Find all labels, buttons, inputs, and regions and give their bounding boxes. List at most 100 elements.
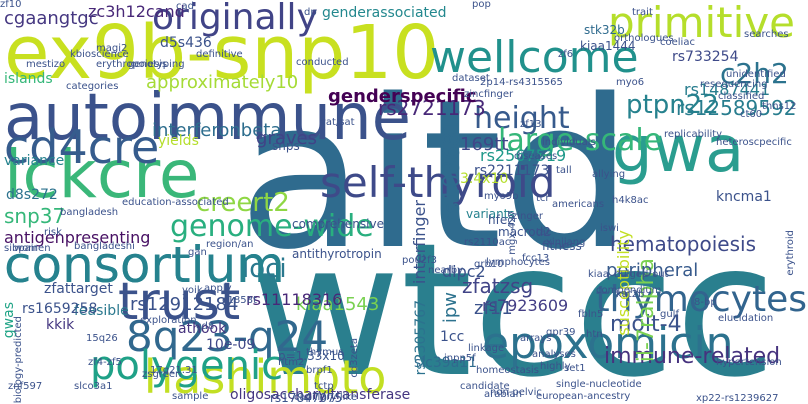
cloud-word: interfinger <box>410 200 429 285</box>
cloud-word: thymus <box>306 347 344 358</box>
cloud-word: single-nucleotide <box>556 379 642 390</box>
cloud-word: 8-bp <box>694 297 717 308</box>
cloud-word: conducted <box>296 57 349 68</box>
cloud-word: peripheral <box>606 260 699 281</box>
cloud-word: 15q26 <box>86 333 118 344</box>
cloud-word: zfattarget <box>44 281 113 297</box>
cloud-word: ct60 <box>740 109 763 120</box>
cloud-word: inpp5f <box>444 353 476 364</box>
cloud-word: zf4-zf5 <box>88 357 122 368</box>
cloud-word: nearby <box>428 265 463 276</box>
cloud-word: kiaa1543 <box>296 294 380 315</box>
cloud-word: dipc2 <box>442 262 486 281</box>
cloud-word: heteroscpecific <box>716 137 792 148</box>
cloud-word: rs17847075 <box>270 391 343 404</box>
cloud-word: susceptibility <box>614 230 633 336</box>
cloud-word: loci <box>242 254 287 284</box>
cloud-word: zinger <box>512 211 543 222</box>
cloud-word: 3.4x10 <box>460 171 509 187</box>
cloud-word: islands <box>4 71 53 87</box>
cloud-word: snps <box>272 139 300 153</box>
cloud-word: european-ancestry <box>536 391 631 402</box>
cloud-word: yields <box>158 133 199 149</box>
cloud-word: hfe2 <box>488 213 515 227</box>
cloud-word: region/an <box>206 239 254 250</box>
cloud-word: rs12589592 <box>676 96 797 120</box>
cloud-word: allying <box>592 169 626 180</box>
cloud-word: apply <box>204 283 232 294</box>
cloud-word: sample <box>172 391 209 402</box>
cloud-word: approximately10 <box>146 72 299 93</box>
cloud-word: oligosaccharyltransferase <box>230 387 411 403</box>
cloud-word: zf6 <box>558 49 574 60</box>
cloud-word: kat2b <box>616 289 645 300</box>
cloud-word: grb10 <box>474 259 504 270</box>
cloud-word: rs1487441 <box>684 80 771 99</box>
cloud-word: epoxomicin <box>482 318 734 369</box>
cloud-word: fitm2 <box>278 357 305 368</box>
cloud-word: tctp <box>314 381 334 392</box>
cloud-word: antithyrotropin <box>292 247 382 261</box>
cloud-word: h4k8ac <box>612 195 649 206</box>
cloud-word: hypertension <box>716 357 782 368</box>
cloud-word: rs2110ac <box>464 237 511 248</box>
cloud-word: cd4cre <box>4 120 160 174</box>
cloud-word: rs7923609 <box>482 296 569 315</box>
cloud-word: cd3zeta <box>349 338 360 378</box>
cloud-word: stk32b <box>584 23 625 37</box>
cloud-word: bangladeshi <box>74 241 135 252</box>
cloud-word: replicability <box>664 129 723 140</box>
cloud-word: iswi <box>600 223 619 234</box>
cloud-word: comprehensive <box>292 217 384 231</box>
cloud-word: non-pelvic <box>490 387 542 398</box>
cloud-word: genderspecific <box>328 86 477 107</box>
cloud-word: cad <box>176 1 194 12</box>
cloud-word: rs733254 <box>672 49 739 65</box>
cloud-word: antigenpresenting <box>4 228 151 247</box>
cloud-word: xinjiang <box>546 237 586 248</box>
cloud-word: exploration <box>140 315 197 326</box>
cloud-word: genome-wide <box>170 209 374 244</box>
cloud-word: arabian <box>484 389 522 400</box>
cloud-word: bulged-out <box>614 269 669 280</box>
cloud-word: variants <box>466 207 515 221</box>
cloud-word: trait <box>632 7 653 18</box>
cloud-word: rs1036819 <box>440 104 465 223</box>
cloud-word: consortium <box>4 236 285 294</box>
cloud-word: dp <box>304 7 317 18</box>
cloud-word: primitive <box>608 0 796 47</box>
cloud-word: fcc13 <box>522 253 550 264</box>
cloud-word: dataset <box>452 73 490 84</box>
cloud-word: slco3a1 <box>74 381 113 392</box>
cloud-word: categories <box>66 81 119 92</box>
cloud-word: thns12 <box>762 101 797 112</box>
cloud-word: candidate <box>460 381 510 392</box>
cloud-word: biology-predicted <box>13 315 24 403</box>
cloud-word: erythroid <box>785 230 796 276</box>
cloud-word: classified <box>718 91 765 102</box>
cloud-word: trust <box>118 272 241 332</box>
cloud-word: ex9b-snp10 <box>4 10 440 96</box>
cloud-word: rs1659258 <box>22 301 98 317</box>
cloud-word: slc39a11 <box>414 355 478 371</box>
cloud-word: lymphocytes <box>486 257 550 268</box>
cloud-word: homeostasis <box>476 365 539 376</box>
cloud-word: gulf <box>660 309 679 320</box>
cloud-word: rs11118316 <box>246 290 343 309</box>
cloud-word: originally <box>152 0 318 38</box>
cloud-word: kncma1 <box>716 189 772 205</box>
cloud-word: rs2721173 <box>378 96 486 120</box>
cloud-word: snp37 <box>4 204 66 228</box>
cloud-word: hashimoto <box>144 350 387 404</box>
cloud-word: molt-4 <box>610 312 682 337</box>
cloud-word: 1cc <box>440 329 465 345</box>
cloud-word: rs2567519 <box>480 146 567 165</box>
cloud-word: unidentified <box>726 69 786 80</box>
cloud-word: myo9b <box>484 191 519 202</box>
cloud-word: diseases <box>514 151 558 162</box>
cloud-word: pop <box>472 0 491 10</box>
cloud-word: thymocytes <box>595 279 807 320</box>
cloud-word: americans <box>552 199 605 210</box>
cloud-word: macrod2 <box>498 225 551 239</box>
cloud-word: genderassociated <box>322 5 447 21</box>
